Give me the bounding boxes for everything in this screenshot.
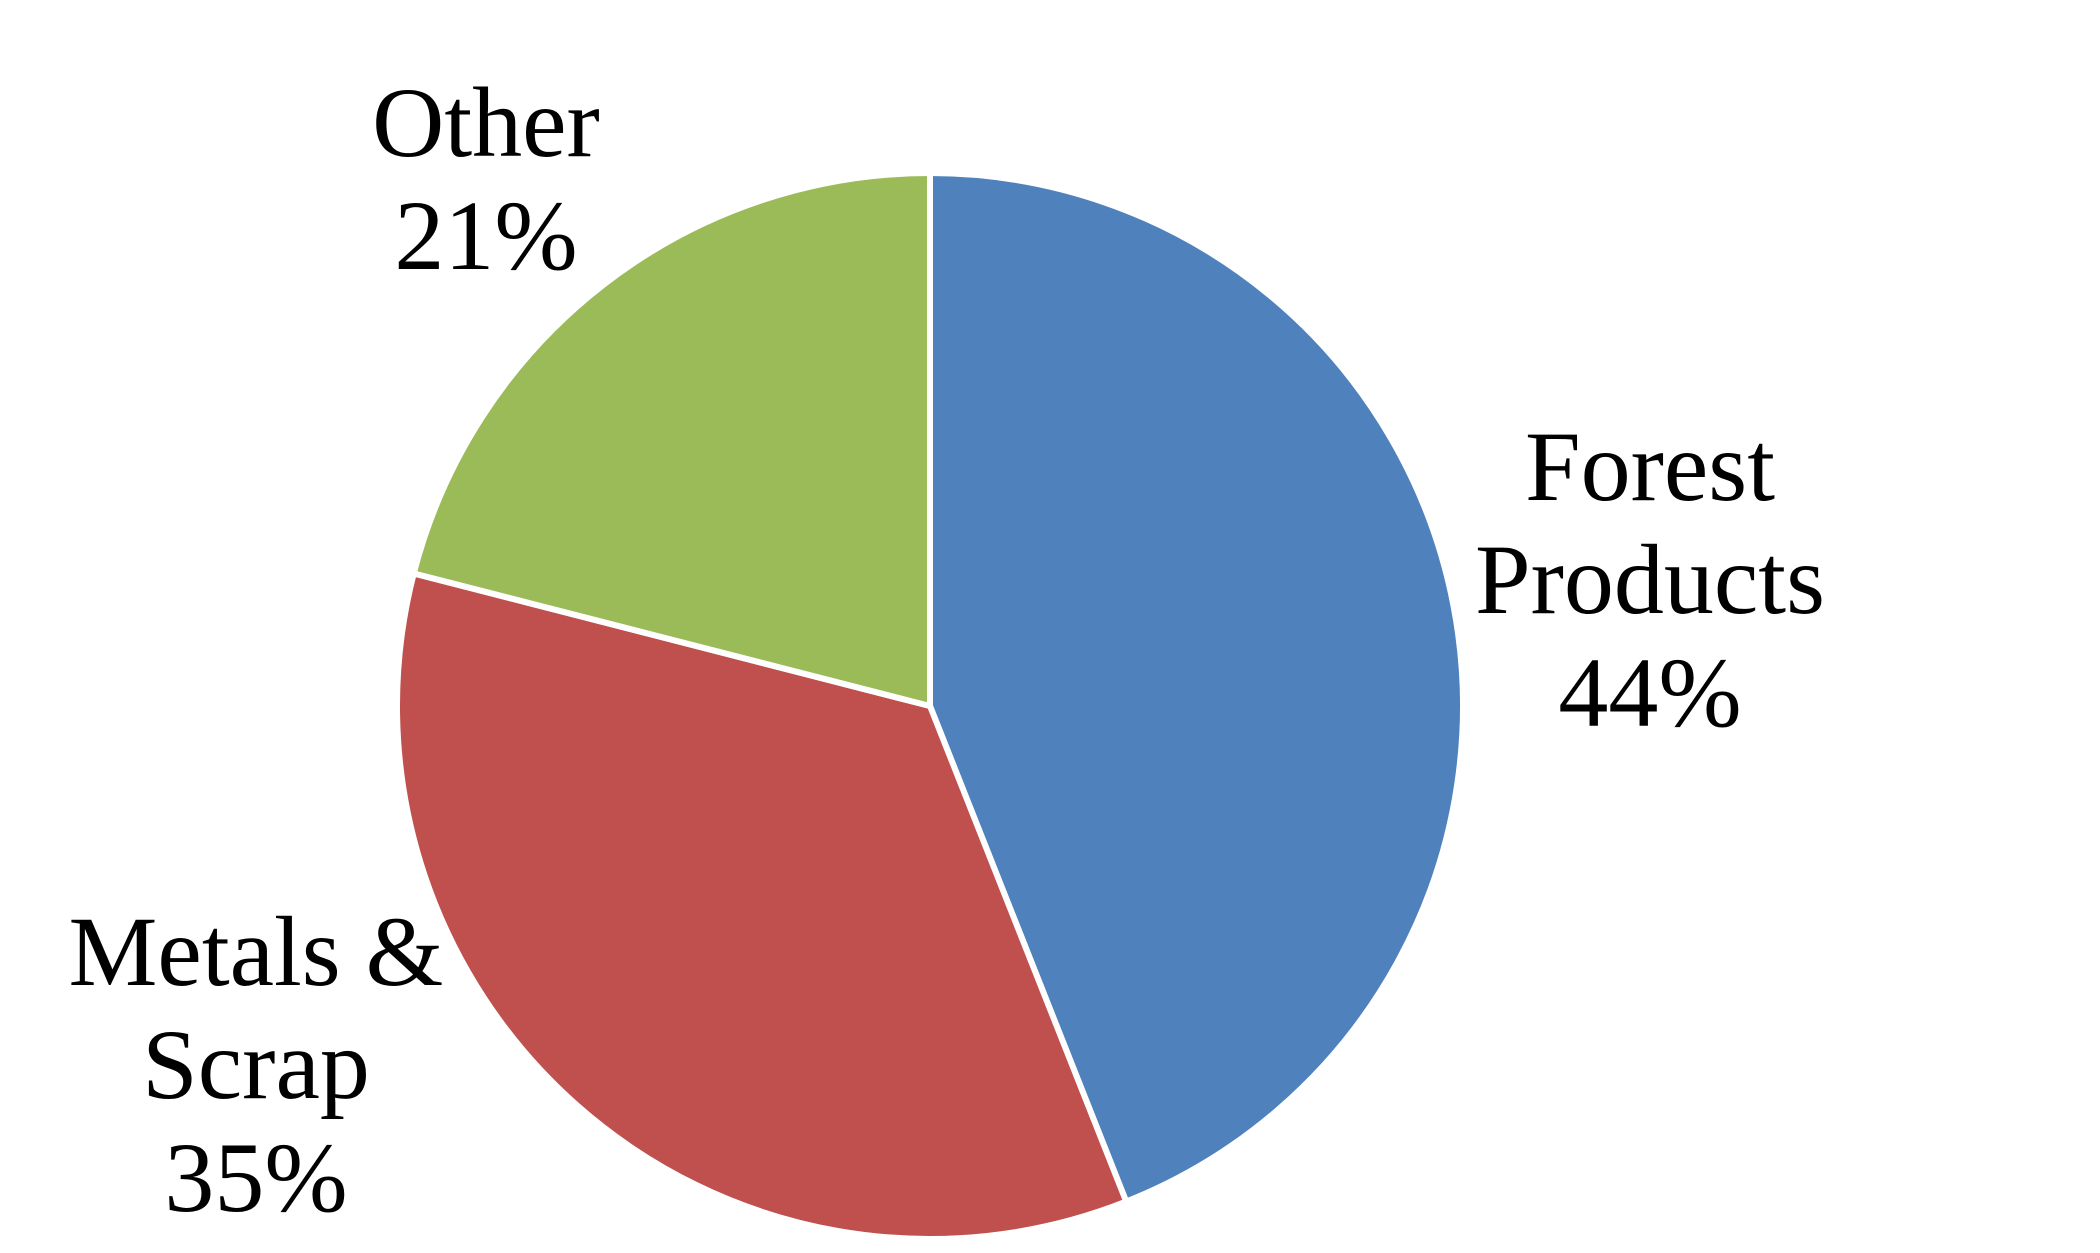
pie-slice [927, 170, 1466, 1205]
slice-label: Forest Products 44% [1460, 410, 1840, 749]
value-label: 35% [164, 1122, 348, 1233]
pie-slice [410, 170, 933, 709]
pie-slice [394, 570, 1130, 1242]
category-label: Metals & Scrap [68, 896, 444, 1120]
slice-label: Metals & Scrap 35% [51, 895, 461, 1234]
category-label: Other [372, 67, 600, 178]
value-label: 21% [394, 180, 578, 291]
slice-label: Other 21% [286, 66, 686, 292]
value-label: 44% [1558, 637, 1742, 748]
category-label: Forest Products [1475, 411, 1825, 635]
